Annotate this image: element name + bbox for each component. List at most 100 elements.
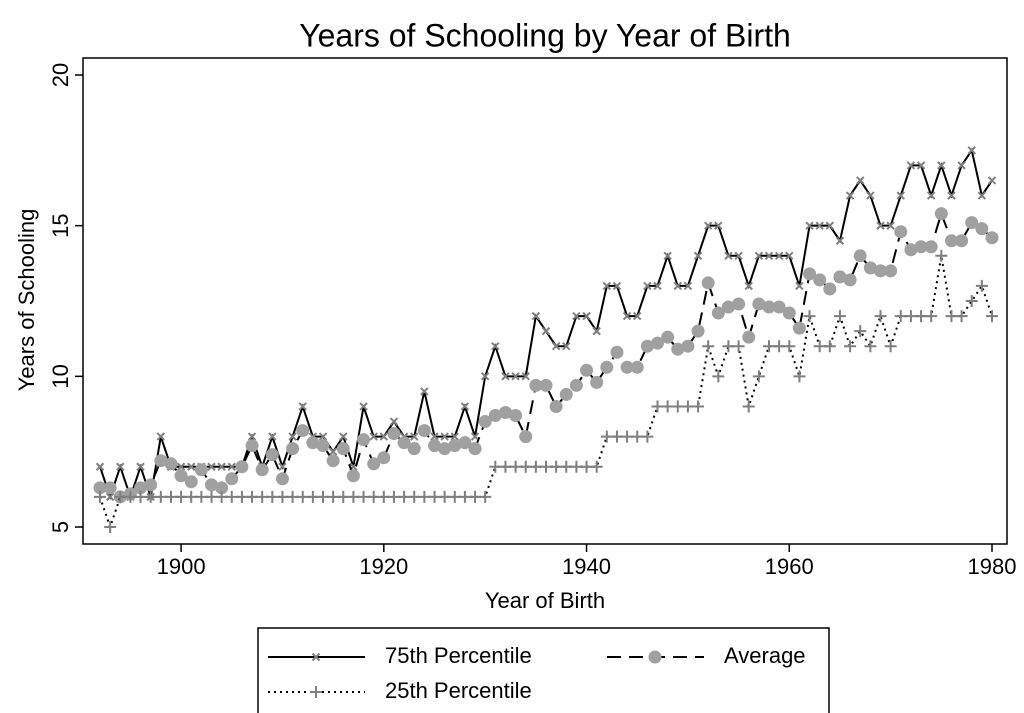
point	[631, 430, 644, 443]
point	[306, 490, 319, 503]
point	[904, 310, 917, 323]
point	[702, 340, 715, 353]
point	[843, 273, 857, 287]
point	[663, 251, 672, 261]
point	[640, 339, 654, 353]
point	[114, 490, 127, 503]
point	[339, 432, 348, 441]
point	[215, 490, 228, 503]
point	[762, 300, 776, 314]
point	[764, 251, 774, 261]
point	[398, 490, 411, 503]
point	[721, 300, 735, 314]
series	[93, 207, 999, 504]
point	[207, 462, 216, 471]
point	[245, 439, 259, 453]
point	[805, 221, 814, 230]
point	[590, 375, 604, 389]
point	[681, 339, 695, 353]
point	[985, 231, 999, 245]
point	[732, 340, 745, 353]
point	[154, 454, 168, 468]
point	[947, 191, 956, 200]
point	[367, 457, 381, 471]
point	[683, 281, 693, 291]
point	[549, 399, 563, 413]
point	[428, 439, 441, 453]
point	[509, 409, 523, 423]
point	[722, 340, 735, 353]
point	[854, 325, 867, 338]
point	[266, 490, 279, 503]
point	[763, 340, 775, 353]
x-axis-label: Year of Birth	[485, 588, 605, 613]
point	[489, 460, 502, 473]
point	[926, 191, 936, 200]
point	[306, 436, 320, 450]
point	[894, 225, 908, 239]
x-tick-label: 1920	[359, 554, 408, 579]
point	[914, 240, 928, 254]
point	[744, 281, 753, 291]
x-tick-label: 1960	[765, 554, 814, 579]
point	[205, 490, 218, 503]
point	[296, 424, 310, 438]
point	[458, 490, 471, 503]
point	[511, 372, 520, 381]
point	[387, 490, 400, 503]
point	[572, 311, 581, 321]
point	[225, 472, 239, 486]
point	[468, 442, 482, 456]
point	[104, 521, 117, 533]
point	[450, 432, 459, 441]
point	[673, 281, 682, 291]
point	[93, 481, 107, 495]
point	[438, 490, 451, 503]
point	[317, 490, 329, 503]
point	[934, 207, 948, 221]
point	[975, 279, 988, 292]
x-tick-label: 1940	[562, 554, 611, 579]
point	[205, 478, 218, 492]
point	[529, 378, 543, 392]
point	[286, 442, 300, 456]
point	[175, 490, 188, 503]
point	[134, 481, 148, 495]
point	[95, 462, 105, 471]
point	[681, 400, 694, 413]
point	[174, 469, 188, 483]
point	[227, 462, 236, 471]
point	[164, 490, 177, 503]
point	[712, 370, 725, 383]
point	[255, 463, 269, 477]
point	[630, 360, 644, 374]
point	[397, 436, 411, 450]
point	[428, 490, 441, 503]
point	[488, 409, 502, 423]
point	[418, 490, 431, 503]
point	[864, 340, 877, 353]
point	[235, 460, 249, 474]
point	[430, 432, 439, 441]
point	[144, 478, 158, 492]
point	[357, 433, 371, 447]
point	[906, 161, 916, 170]
point	[357, 490, 370, 503]
y-tick-label: 10	[48, 364, 73, 388]
point	[407, 442, 421, 456]
point	[448, 490, 461, 503]
point	[580, 460, 593, 473]
point	[570, 460, 583, 473]
point	[276, 490, 289, 503]
point	[937, 161, 946, 170]
point	[815, 221, 824, 230]
y-tick-label: 5	[48, 521, 73, 533]
point	[550, 460, 563, 473]
point	[703, 221, 713, 230]
point	[265, 448, 279, 462]
point	[957, 161, 966, 170]
point	[884, 264, 898, 278]
point	[417, 424, 431, 438]
